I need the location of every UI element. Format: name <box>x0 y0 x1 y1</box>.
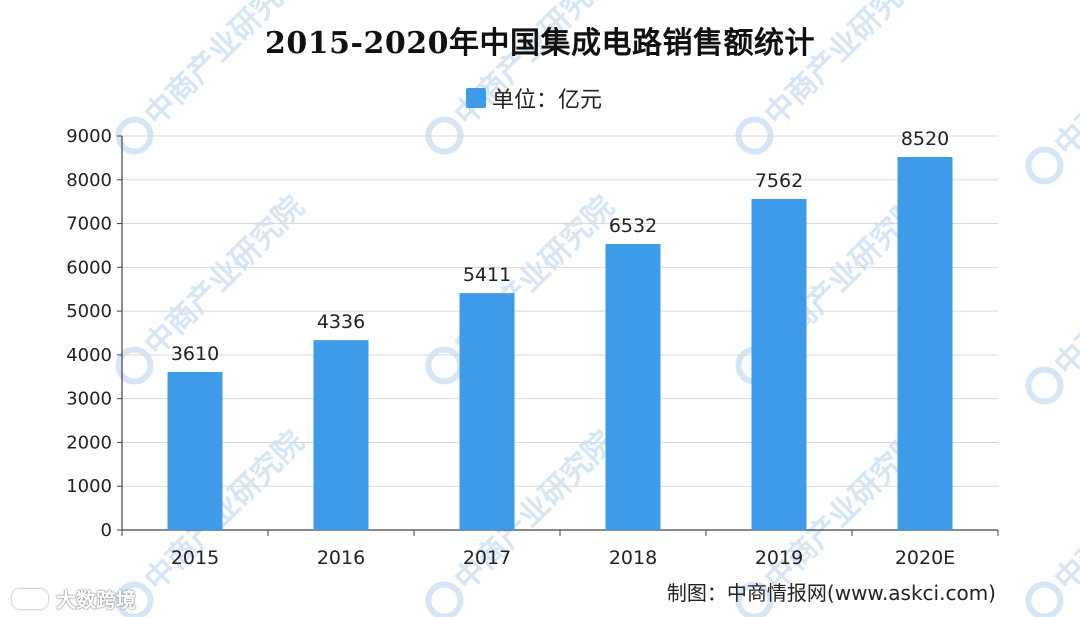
legend-swatch <box>466 88 486 108</box>
x-tick-label: 2017 <box>463 547 511 569</box>
y-tick-label: 8000 <box>66 170 112 191</box>
watermark-logo-icon <box>425 116 464 155</box>
y-tick-label: 0 <box>101 520 112 541</box>
data-label: 7562 <box>755 170 803 192</box>
x-tick-label: 2019 <box>755 547 803 569</box>
watermark-credit: 大数跨境 <box>12 584 136 613</box>
y-tick-label: 9000 <box>66 126 112 147</box>
y-tick-label: 4000 <box>66 345 112 366</box>
y-tick-label: 5000 <box>66 301 112 322</box>
watermark-logo-icon <box>735 581 774 617</box>
y-tick-label: 1000 <box>66 476 112 497</box>
watermark-logo-icon <box>1025 146 1064 185</box>
watermark-logo-icon <box>1025 366 1064 405</box>
source-note: 制图：中商情报网(www.askci.com) <box>666 581 996 605</box>
bar <box>751 198 807 530</box>
infinity-icon <box>12 588 48 609</box>
watermark-logo-icon <box>735 116 774 155</box>
watermark-logo-icon <box>115 346 154 385</box>
watermark-logo-icon <box>425 581 464 617</box>
x-tick-label: 2018 <box>609 547 657 569</box>
y-tick-label: 6000 <box>66 257 112 278</box>
data-label: 4336 <box>317 311 365 333</box>
watermark-logo-icon <box>1025 581 1064 617</box>
watermark-credit-text: 大数跨境 <box>56 588 136 612</box>
bar <box>313 340 369 530</box>
data-label: 5411 <box>463 264 511 286</box>
watermark-logo-icon <box>115 581 154 617</box>
watermark-logo-icon <box>115 116 154 155</box>
y-tick-label: 2000 <box>66 432 112 453</box>
chart-title: 2015-2020年中国集成电路销售额统计 <box>265 26 815 61</box>
y-tick-label: 3000 <box>66 389 112 410</box>
watermark-logo-icon <box>425 346 464 385</box>
x-tick-label: 2016 <box>317 547 365 569</box>
bar <box>459 293 515 530</box>
bar <box>167 371 223 530</box>
legend: 单位：亿元 <box>466 83 602 113</box>
bar <box>605 244 661 530</box>
data-label: 8520 <box>901 128 949 150</box>
x-tick-label: 2015 <box>171 547 219 569</box>
y-tick-label: 7000 <box>66 214 112 235</box>
bar <box>897 157 953 530</box>
data-label: 6532 <box>609 215 657 237</box>
x-tick-label: 2020E <box>895 547 955 569</box>
legend-label: 单位：亿元 <box>492 88 603 113</box>
data-label: 3610 <box>171 343 219 365</box>
